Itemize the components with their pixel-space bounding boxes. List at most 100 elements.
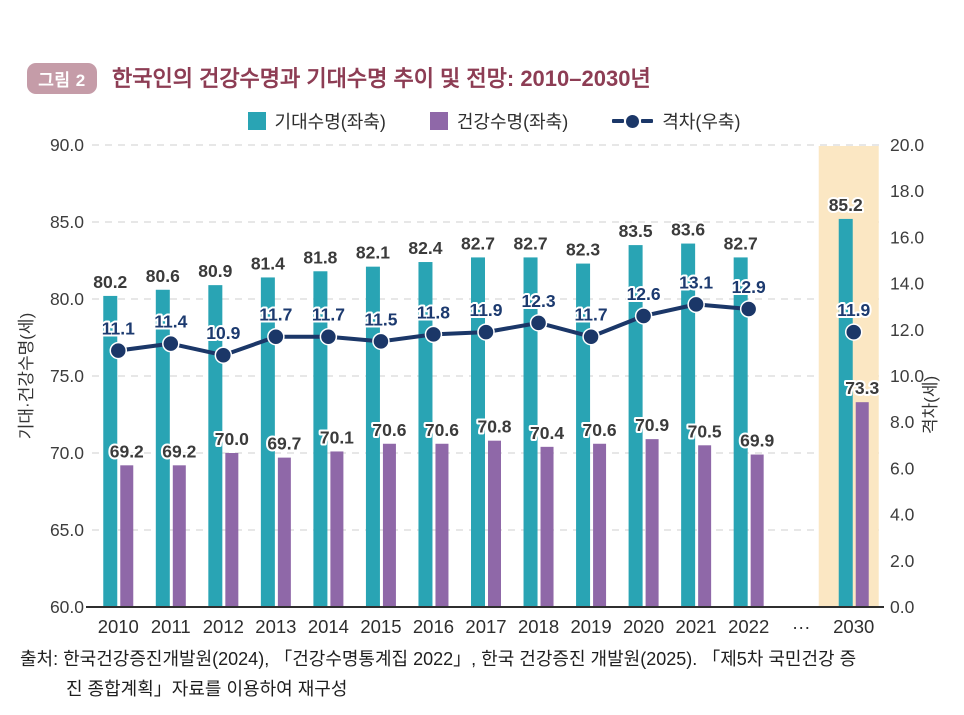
gap-dot — [319, 327, 338, 346]
bar-healthy-life — [750, 454, 764, 607]
left-axis-title: 기대·건강수명(세) — [17, 313, 36, 439]
legend-item-life-expectancy: 기대수명(좌축) — [247, 108, 386, 134]
figure-title: 한국인의 건강수명과 기대수명 추이 및 전망: 2010–2030년 — [112, 66, 651, 91]
value-label-healthy-life: 70.6 — [583, 420, 617, 440]
x-axis-label: 2016 — [413, 616, 454, 637]
value-label-gap: 10.9 — [206, 323, 240, 343]
x-axis-label: 2012 — [203, 616, 244, 637]
bar-healthy-life — [593, 443, 607, 607]
bar-healthy-life — [488, 440, 501, 607]
right-axis-tick: 16.0 — [890, 227, 924, 247]
x-axis-label: 2022 — [728, 616, 769, 637]
value-label-healthy-life: 69.2 — [162, 441, 196, 461]
value-label-gap: 11.7 — [259, 305, 292, 325]
bar-healthy-life — [172, 465, 186, 607]
legend-item-gap: 격차(우축) — [612, 108, 740, 134]
bar-healthy-life — [382, 443, 396, 607]
x-axis-label: 2030 — [833, 616, 874, 637]
value-label-gap: 13.1 — [679, 272, 713, 292]
bar-life-expectancy — [628, 245, 643, 607]
right-axis-tick: 0.0 — [890, 597, 915, 617]
right-axis-tick: 14.0 — [890, 274, 924, 294]
value-label-healthy-life: 69.9 — [740, 431, 774, 451]
value-label-gap: 11.1 — [102, 319, 135, 339]
value-label-healthy-life: 70.0 — [215, 429, 249, 449]
right-axis-tick: 8.0 — [890, 412, 915, 432]
x-axis-label: 2013 — [255, 616, 296, 637]
value-label-healthy-life: 70.6 — [372, 420, 406, 440]
value-label-life-expectancy: 82.7 — [514, 233, 548, 253]
left-axis-tick: 80.0 — [50, 289, 84, 309]
bar-life-expectancy — [260, 277, 275, 607]
value-label-life-expectancy: 80.9 — [198, 261, 232, 281]
right-axis-title: 격차(세) — [921, 376, 940, 434]
gap-dot — [162, 334, 180, 353]
value-label-gap: 11.7 — [575, 305, 608, 325]
right-axis-tick: 12.0 — [890, 320, 924, 340]
x-axis-label: 2011 — [151, 616, 191, 637]
left-axis-tick: 90.0 — [50, 135, 84, 155]
value-label-healthy-life: 69.2 — [110, 441, 144, 461]
value-label-life-expectancy: 85.2 — [829, 195, 863, 215]
bar-life-expectancy — [523, 257, 538, 607]
bar-life-expectancy — [681, 243, 696, 607]
value-label-gap: 11.9 — [469, 300, 502, 320]
bar-life-expectancy — [471, 257, 485, 607]
gap-dot — [529, 314, 548, 332]
value-label-gap: 11.7 — [312, 305, 345, 325]
value-label-gap: 11.8 — [417, 302, 450, 322]
figure-header: 그림 2 한국인의 건강수명과 기대수명 추이 및 전망: 2010–2030년 — [27, 63, 651, 94]
gap-dot — [267, 327, 285, 346]
left-axis-tick: 60.0 — [50, 597, 84, 617]
value-label-healthy-life: 70.8 — [477, 417, 511, 437]
x-axis-label: 2019 — [570, 616, 611, 637]
value-label-healthy-life: 70.4 — [530, 423, 564, 443]
value-label-gap: 12.9 — [732, 277, 766, 297]
value-label-life-expectancy: 80.6 — [146, 266, 180, 286]
x-axis-label: 2021 — [676, 616, 717, 637]
gap-dot — [582, 327, 600, 346]
x-axis-label: 2020 — [623, 616, 664, 637]
value-label-life-expectancy: 82.4 — [408, 238, 442, 258]
value-label-life-expectancy: 83.6 — [671, 220, 705, 240]
gap-dot — [477, 323, 495, 341]
bar-life-expectancy — [365, 266, 380, 607]
bar-life-expectancy — [155, 289, 170, 607]
bar-life-expectancy — [103, 295, 118, 607]
value-label-healthy-life: 70.6 — [425, 420, 459, 440]
x-axis-label: ··· — [792, 616, 810, 637]
bar-healthy-life — [330, 451, 344, 607]
legend-label: 건강수명(좌축) — [456, 112, 569, 132]
source-line-2: 진 종합계획」자료를 이용하여 재구성 — [66, 679, 348, 699]
x-axis-label: 2017 — [465, 616, 506, 637]
gap-dot — [739, 300, 758, 318]
gap-dot — [424, 325, 443, 344]
bar-healthy-life — [277, 457, 291, 607]
value-label-gap: 12.6 — [627, 284, 661, 304]
gap-dot — [214, 346, 233, 364]
x-axis-label: 2015 — [360, 616, 401, 637]
right-axis-tick: 20.0 — [890, 135, 924, 155]
value-label-healthy-life: 73.3 — [845, 378, 879, 398]
right-axis-tick: 18.0 — [890, 181, 924, 201]
value-label-gap: 11.4 — [154, 312, 187, 332]
left-axis-tick: 70.0 — [50, 443, 84, 463]
bar-life-expectancy — [838, 218, 853, 608]
gap-dot — [372, 332, 390, 351]
bar-healthy-life — [855, 402, 869, 607]
bar-life-expectancy — [576, 263, 591, 607]
bar-life-expectancy — [733, 257, 748, 607]
right-axis-tick: 2.0 — [890, 551, 915, 571]
healthy-life-swatch-icon — [429, 112, 448, 130]
value-label-life-expectancy: 82.3 — [566, 240, 600, 260]
gap-dot — [844, 323, 863, 341]
legend-label: 격차(우축) — [662, 112, 741, 132]
bar-life-expectancy — [208, 285, 223, 607]
right-axis-tick: 6.0 — [890, 458, 915, 478]
x-axis-label: 2010 — [98, 616, 139, 637]
left-axis-tick: 65.0 — [50, 520, 84, 540]
value-label-life-expectancy: 82.1 — [356, 243, 390, 263]
